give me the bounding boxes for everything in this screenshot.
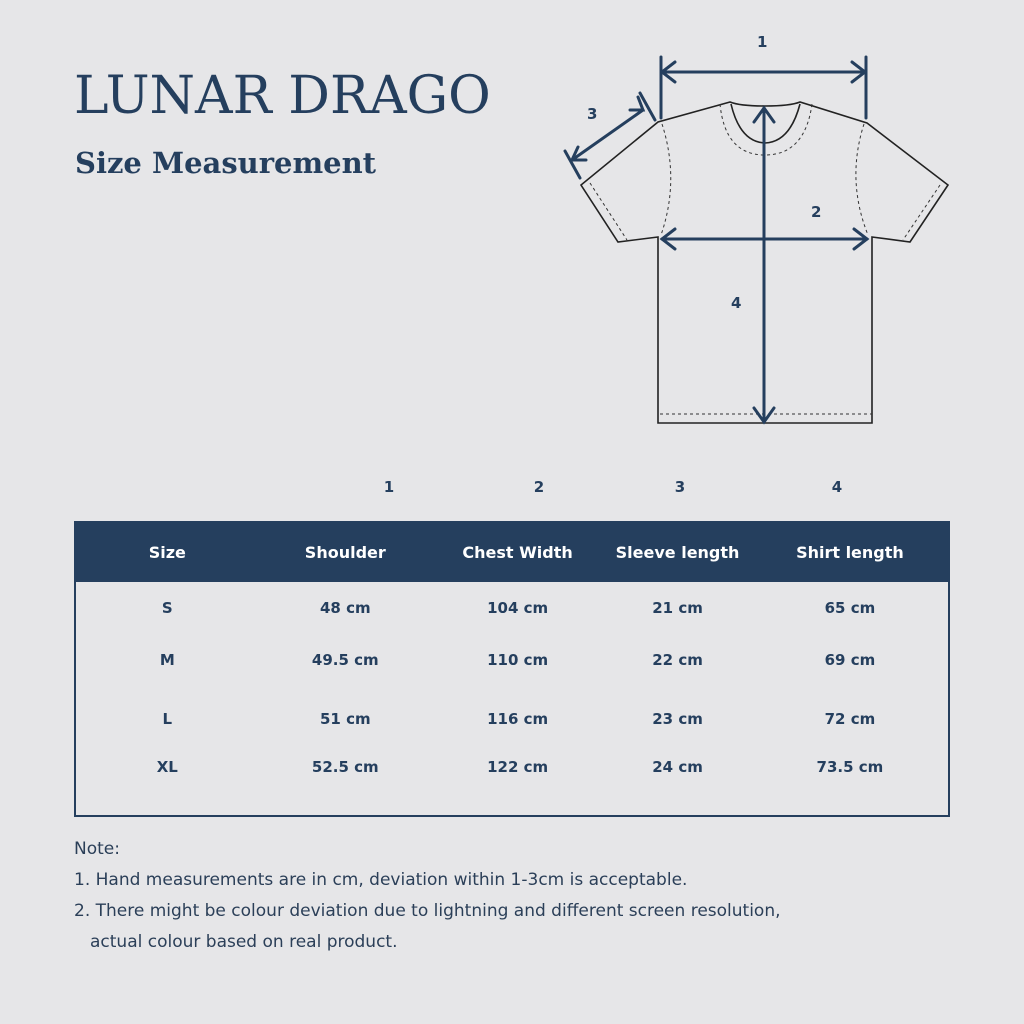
cell: 65 cm: [824, 599, 876, 617]
cell: 21 cm: [652, 599, 703, 617]
cell: 49.5 cm: [311, 651, 379, 669]
notes-section: Note: 1. Hand measurements are in cm, de…: [74, 834, 781, 958]
note-item: 1. Hand measurements are in cm, deviatio…: [74, 870, 688, 890]
label-4: 4: [731, 294, 741, 312]
header-chest-width: Chest Width: [462, 543, 573, 562]
cell: 110 cm: [487, 651, 549, 669]
table-row: L 51 cm 116 cm 23 cm 72 cm: [75, 686, 949, 752]
label-3: 3: [587, 105, 597, 123]
cell: 69 cm: [824, 651, 876, 669]
cell: XL: [156, 758, 178, 776]
column-number: 2: [533, 478, 545, 496]
cell: 24 cm: [652, 758, 703, 776]
header-shirt-length: Shirt length: [796, 543, 904, 562]
cell: 73.5 cm: [816, 758, 884, 776]
cell: L: [162, 710, 173, 728]
cell: S: [161, 599, 173, 617]
table-header-row: Size Shoulder Chest Width Sleeve length …: [75, 522, 949, 582]
column-number: 3: [674, 478, 686, 496]
cell: 51 cm: [319, 710, 371, 728]
cell: M: [159, 651, 175, 669]
brand-title: LUNAR DRAGO: [74, 66, 491, 126]
note-item: actual colour based on real product.: [90, 932, 398, 952]
label-1: 1: [757, 33, 767, 51]
note-item: 2. There might be colour deviation due t…: [74, 901, 781, 921]
header-size: Size: [148, 543, 186, 562]
cell: 72 cm: [824, 710, 876, 728]
cell: 104 cm: [487, 599, 549, 617]
page-subtitle: Size Measurement: [75, 146, 377, 180]
cell: 48 cm: [319, 599, 371, 617]
column-number: 1: [383, 478, 395, 496]
table-row: XL 52.5 cm 122 cm 24 cm 73.5 cm: [75, 752, 949, 816]
header-sleeve-length: Sleeve length: [615, 543, 740, 562]
table-row: S 48 cm 104 cm 21 cm 65 cm: [75, 582, 949, 634]
cell: 52.5 cm: [311, 758, 379, 776]
notes-title: Note:: [74, 839, 120, 859]
size-table: Size Shoulder Chest Width Sleeve length …: [74, 521, 950, 817]
cell: 22 cm: [652, 651, 703, 669]
cell: 116 cm: [487, 710, 549, 728]
table-row: M 49.5 cm 110 cm 22 cm 69 cm: [75, 634, 949, 686]
tshirt-diagram: 1 2 3 4: [563, 33, 950, 425]
cell: 122 cm: [487, 758, 549, 776]
cell: 23 cm: [652, 710, 703, 728]
label-2: 2: [811, 203, 821, 221]
column-number: 4: [831, 478, 843, 496]
header-shoulder: Shoulder: [304, 543, 386, 562]
